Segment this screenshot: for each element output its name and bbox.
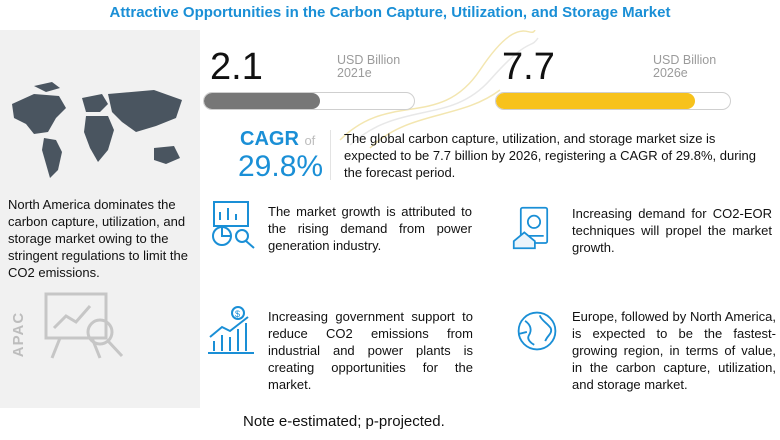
growth-chart-icon: $ [208,306,254,354]
bar-2021 [203,92,415,110]
footnote: Note e-estimated; p-projected. [243,413,445,430]
left-panel-text: North America dominates the carbon captu… [8,197,188,280]
card-3-text: Increasing government support to reduce … [268,309,473,392]
analytics-icon [212,201,255,249]
decorative-swirl [339,30,539,149]
cagr-label: CAGR of [240,128,315,151]
card-2-text: Increasing demand for CO2-EOR techniques… [572,206,772,255]
analytics-board-icon [44,292,124,359]
unit-2026-line1: USD Billion [653,53,717,67]
money-icon [512,206,549,250]
left-panel: North America dominates the carbon captu… [0,30,200,408]
bar-2026 [495,92,731,110]
cagr-description: The global carbon capture, utilization, … [344,131,756,180]
page-title: Attractive Opportunities in the Carbon C… [109,4,671,21]
value-2021: 2.1 [210,46,263,88]
divider [330,130,331,180]
unit-2026-line2: 2026e [653,66,688,80]
world-map-icon [12,82,182,178]
cagr-value: 29.8% [238,150,324,183]
card-4-text: Europe, followed by North America, is ex… [572,309,776,392]
region-label: APAC [10,311,28,358]
unit-2021-line2: 2021e [337,66,372,80]
cagr-of: of [304,133,316,148]
card-1-text: The market growth is attributed to the r… [268,204,472,253]
bar-2021-fill [204,93,320,109]
cagr-label-text: CAGR [240,128,299,150]
globe-icon [517,311,557,351]
bar-2026-fill [496,93,695,109]
svg-text:$: $ [235,309,240,319]
value-2026: 7.7 [502,46,555,88]
unit-2021-line1: USD Billion [337,53,401,67]
